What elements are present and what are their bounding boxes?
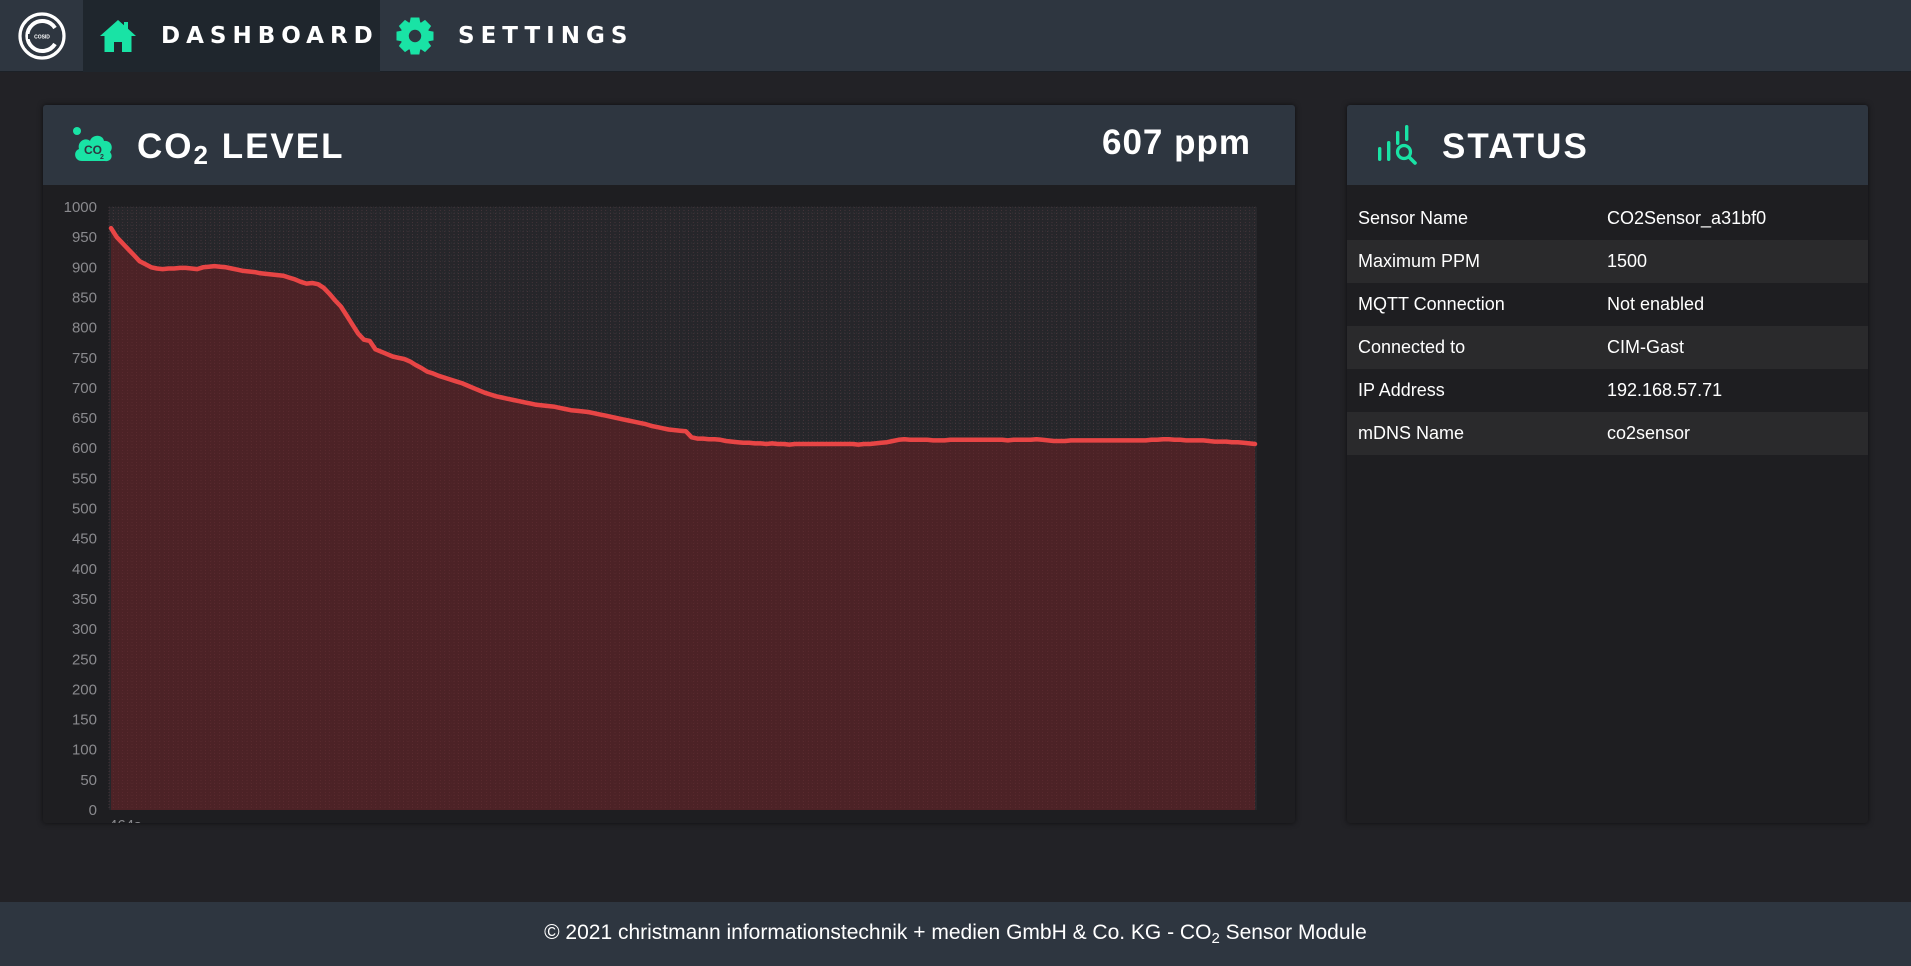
status-table: Sensor Name CO2Sensor_a31bf0 Maximum PPM 15…: [1347, 197, 1868, 455]
status-key: Connected to: [1358, 337, 1466, 357]
nav-item-settings[interactable]: SETTINGS: [380, 0, 640, 72]
y-tick-label: 50: [80, 772, 97, 789]
status-chart-search-icon: [1378, 125, 1417, 165]
footer-text: © 2021 christmann informationstechnik + …: [544, 921, 1367, 947]
y-tick-label: 300: [72, 621, 97, 638]
y-tick-label: 550: [72, 470, 97, 487]
co2-level-chart: 0 50 100 150 200 250 300 350 400 450 500 550 600 650 7…: [64, 199, 1258, 823]
status-key: mDNS Name: [1358, 423, 1465, 443]
status-card: STATUS Sensor Name CO2Sensor_a31bf0 Maximu…: [1347, 105, 1868, 823]
x-tick-label: 464s: [109, 817, 142, 823]
status-value: 192.168.57.71: [1607, 380, 1723, 400]
y-tick-label: 650: [72, 410, 97, 427]
top-navigation-bar: COSID DASHBOARD SETTINGS: [0, 0, 1911, 72]
co2-current-value: 607 ppm: [1102, 123, 1251, 162]
co2-series-area: [111, 228, 1255, 811]
status-value: 1500: [1607, 251, 1648, 271]
y-tick-label: 350: [72, 591, 97, 608]
y-tick-label: 600: [72, 440, 97, 457]
y-tick-label: 250: [72, 651, 97, 668]
status-row: MQTT Connection Not enabled: [1347, 283, 1868, 326]
nav-label-dashboard: DASHBOARD: [161, 23, 379, 49]
status-value: CIM-Gast: [1607, 337, 1685, 357]
y-tick-label: 150: [72, 712, 97, 729]
co2-cloud-icon: CO 2: [73, 127, 112, 162]
nav-label-settings: SETTINGS: [458, 23, 634, 49]
status-key: Sensor Name: [1358, 208, 1469, 228]
footer-text-main: © 2021 christmann informationstechnik + …: [544, 921, 1212, 944]
co2-level-card: CO 2 CO2 LEVEL 607 ppm 0 50 100 150 200 250 30…: [43, 105, 1295, 823]
co2-title-subscript: 2: [193, 140, 208, 170]
svg-text:CO: CO: [84, 143, 102, 157]
footer-text-subscript: 2: [1211, 930, 1220, 947]
co2-card-header: CO 2 CO2 LEVEL 607 ppm: [43, 105, 1295, 185]
y-tick-label: 450: [72, 531, 97, 548]
y-tick-label: 400: [72, 561, 97, 578]
status-value: co2sensor: [1607, 423, 1691, 443]
y-tick-label: 500: [72, 501, 97, 518]
status-card-title: STATUS: [1442, 127, 1589, 166]
svg-text:COSID: COSID: [34, 35, 50, 41]
footer: © 2021 christmann informationstechnik + …: [0, 902, 1911, 966]
nav-item-dashboard[interactable]: DASHBOARD: [83, 0, 380, 72]
cosid-logo-icon[interactable]: COSID: [18, 12, 66, 60]
home-icon: [100, 20, 136, 52]
co2-series-line: [108, 225, 1258, 447]
status-key: Maximum PPM: [1358, 251, 1481, 271]
status-card-header: STATUS: [1347, 105, 1868, 185]
status-value: CO2Sensor_a31bf0: [1607, 208, 1767, 228]
status-row: Connected to CIM-Gast: [1347, 326, 1868, 369]
y-tick-label: 700: [72, 380, 97, 397]
y-tick-label: 800: [72, 320, 97, 337]
y-axis-labels: 0 50 100 150 200 250 300 350 400 450 500 550 600 650 7…: [64, 199, 97, 819]
y-tick-label: 750: [72, 350, 97, 367]
status-key: IP Address: [1358, 380, 1445, 400]
gear-icon: [396, 17, 434, 55]
status-key: MQTT Connection: [1358, 294, 1505, 314]
status-value: Not enabled: [1607, 294, 1705, 314]
status-row: IP Address 192.168.57.71: [1347, 369, 1868, 412]
y-tick-label: 100: [72, 742, 97, 759]
status-row: mDNS Name co2sensor: [1347, 412, 1868, 455]
y-tick-label: 850: [72, 290, 97, 307]
svg-text:2: 2: [100, 154, 104, 161]
footer-text-suffix: Sensor Module: [1219, 921, 1367, 944]
co2-title-prefix: CO: [137, 127, 194, 166]
co2-card-title: CO2 LEVEL: [137, 127, 345, 171]
y-tick-label: 0: [89, 802, 97, 819]
y-tick-label: 200: [72, 681, 97, 698]
y-tick-label: 1000: [64, 199, 97, 216]
status-row: Maximum PPM 1500: [1347, 240, 1868, 283]
y-tick-label: 900: [72, 259, 97, 276]
status-row: Sensor Name CO2Sensor_a31bf0: [1347, 197, 1868, 240]
co2-title-suffix: LEVEL: [221, 127, 345, 166]
y-tick-label: 950: [72, 229, 97, 246]
